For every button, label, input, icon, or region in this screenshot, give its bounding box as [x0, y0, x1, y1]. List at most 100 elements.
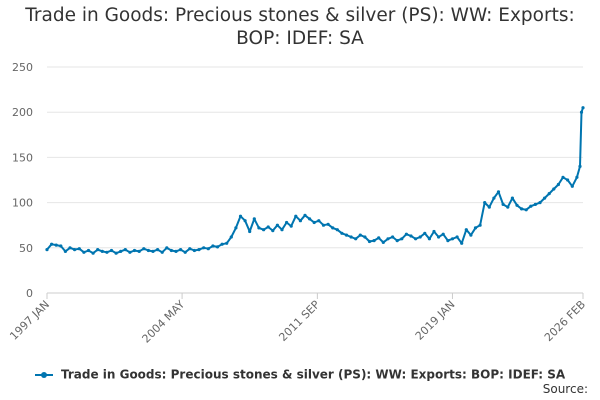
data-point: [395, 239, 399, 243]
data-point: [206, 247, 210, 251]
data-point: [409, 234, 413, 238]
data-point: [556, 182, 561, 187]
data-point: [437, 235, 441, 239]
y-tick-label: 50: [19, 242, 33, 255]
y-tick-label: 0: [26, 287, 33, 300]
series: [45, 106, 585, 255]
x-tick-label: 2011 SEP: [276, 298, 322, 344]
data-point: [400, 237, 404, 241]
data-point: [192, 248, 196, 253]
data-point: [262, 228, 266, 232]
data-point: [252, 217, 256, 221]
y-tick-label: 100: [12, 197, 33, 210]
data-point: [109, 248, 114, 253]
data-point: [427, 237, 431, 241]
data-point: [132, 248, 137, 253]
data-point: [478, 223, 482, 227]
data-point: [423, 231, 427, 235]
x-axis: 1997 JAN 2004 MAY 2011 SEP 2019 JAN 2026 FEB: [7, 292, 588, 346]
legend-line-marker-icon: [34, 370, 53, 380]
data-point: [105, 250, 109, 254]
data-point: [317, 219, 321, 223]
data-point: [404, 232, 408, 236]
data-point: [54, 243, 58, 247]
data-point: [151, 249, 155, 253]
data-point: [326, 222, 330, 226]
data-point: [169, 248, 173, 253]
data-point: [487, 205, 491, 209]
data-point: [294, 214, 298, 218]
data-point: [335, 228, 339, 232]
data-point: [450, 237, 455, 241]
data-point: [298, 219, 302, 223]
chart-title: Trade in Goods: Precious stones & silver…: [0, 4, 600, 50]
data-point: [363, 235, 367, 239]
data-point: [165, 246, 169, 250]
data-point: [524, 208, 528, 212]
data-point: [285, 220, 289, 225]
data-point: [275, 223, 279, 227]
legend[interactable]: Trade in Goods: Precious stones & silver…: [0, 367, 600, 382]
data-point: [561, 175, 565, 179]
chart-title-line-2: BOP: IDEF: SA: [236, 28, 364, 49]
data-point: [146, 248, 150, 253]
data-point: [391, 235, 395, 239]
legend-label: Trade in Goods: Precious stones & silver…: [60, 367, 566, 382]
data-point: [202, 246, 206, 250]
data-point: [432, 229, 436, 234]
y-tick-label: 250: [12, 61, 33, 74]
data-point: [77, 247, 81, 251]
data-point: [156, 248, 160, 252]
data-point: [386, 237, 390, 241]
data-point: [579, 110, 584, 114]
x-tick-label: 2026 FEB: [542, 298, 588, 344]
data-point: [344, 233, 349, 237]
data-point: [578, 164, 582, 168]
data-point: [538, 201, 542, 205]
data-point: [446, 239, 450, 243]
data-point: [248, 229, 252, 234]
data-point: [552, 187, 556, 191]
data-point: [566, 178, 570, 182]
data-point: [414, 237, 418, 241]
data-point: [441, 232, 445, 236]
data-point: [367, 239, 372, 244]
data-point: [183, 250, 187, 254]
y-axis: 0 50 100 150 200 250: [12, 61, 33, 300]
data-point: [188, 247, 192, 251]
data-point: [570, 184, 574, 188]
data-point: [340, 231, 344, 235]
data-point: [473, 226, 478, 230]
data-point: [114, 251, 118, 255]
data-point: [496, 190, 501, 194]
data-point: [257, 226, 261, 230]
data-point: [501, 202, 505, 206]
data-point: [547, 192, 551, 196]
y-tick-label: 200: [12, 106, 33, 119]
data-point: [312, 220, 316, 225]
data-point: [483, 201, 487, 205]
data-point: [469, 233, 473, 237]
data-point: [520, 207, 524, 211]
data-point: [455, 235, 459, 239]
data-point: [515, 203, 519, 207]
data-point: [234, 226, 238, 230]
data-point: [225, 241, 229, 245]
data-point: [59, 244, 63, 248]
data-point: [533, 202, 538, 206]
data-point: [529, 204, 533, 208]
data-point: [358, 233, 362, 237]
data-point: [215, 245, 220, 249]
data-point: [510, 196, 514, 200]
data-point: [220, 242, 224, 246]
data-point: [179, 248, 183, 252]
data-point: [464, 228, 468, 232]
data-point: [506, 205, 510, 209]
data-point: [211, 244, 215, 248]
data-point: [243, 219, 247, 223]
data-point: [142, 247, 146, 251]
data-point: [229, 235, 233, 239]
data-point: [50, 242, 54, 246]
data-point: [543, 196, 547, 200]
